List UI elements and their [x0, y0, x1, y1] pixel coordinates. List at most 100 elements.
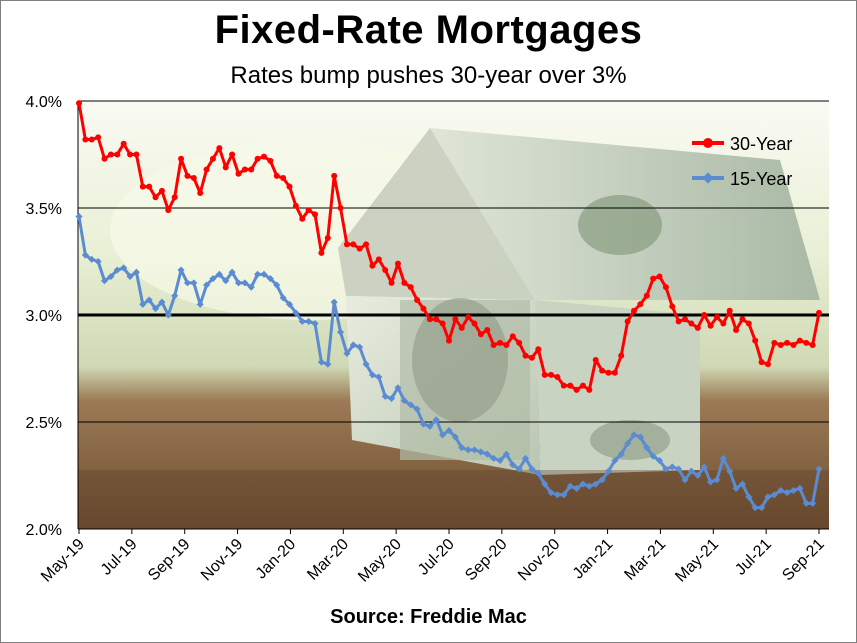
data-point — [675, 465, 683, 473]
data-point — [107, 272, 115, 281]
data-point — [324, 234, 331, 241]
data-point — [784, 339, 791, 346]
data-point — [694, 324, 701, 331]
data-point — [171, 194, 178, 201]
data-point — [388, 394, 396, 402]
data-point — [694, 471, 702, 480]
data-point — [120, 264, 128, 272]
data-point — [171, 292, 179, 300]
data-point — [94, 257, 102, 266]
data-point — [382, 267, 389, 274]
data-point — [133, 151, 140, 158]
x-tick-label: Nov-20 — [515, 536, 564, 585]
data-point — [682, 316, 689, 323]
data-point — [490, 454, 498, 462]
data-point — [350, 241, 357, 248]
data-point — [279, 294, 287, 302]
x-tick-label: Sep-20 — [462, 536, 511, 585]
data-point — [203, 166, 210, 173]
data-point — [528, 354, 535, 361]
data-point — [88, 255, 96, 263]
data-point — [222, 164, 229, 171]
chart-source: Source: Freddie Mac — [330, 606, 527, 628]
data-point — [95, 134, 102, 141]
data-point — [247, 283, 255, 291]
data-point — [318, 249, 325, 256]
data-point — [771, 339, 778, 346]
data-point — [343, 349, 351, 358]
data-point — [553, 491, 561, 499]
data-point — [203, 281, 211, 289]
data-point — [618, 352, 625, 359]
data-point — [573, 386, 580, 393]
data-point — [720, 320, 727, 327]
data-point — [305, 207, 312, 214]
chart-title: Fixed-Rate Mortgages — [214, 8, 643, 52]
data-point — [713, 314, 720, 321]
data-point — [439, 431, 447, 439]
data-point — [209, 155, 216, 162]
data-point — [681, 476, 689, 484]
data-point — [363, 241, 370, 248]
data-point — [656, 273, 663, 280]
data-point — [764, 493, 772, 501]
data-point — [356, 343, 364, 351]
data-point — [235, 170, 242, 177]
data-point — [745, 320, 752, 327]
data-point — [471, 320, 478, 327]
data-point — [777, 341, 784, 348]
data-point — [420, 305, 427, 312]
x-tick-label: Jan-20 — [253, 536, 300, 583]
data-point — [375, 256, 382, 263]
x-tick-label: Sep-19 — [145, 536, 194, 585]
x-tick-label: Nov-19 — [198, 536, 247, 585]
data-point — [241, 166, 248, 173]
data-point — [407, 284, 414, 291]
data-point — [107, 151, 114, 158]
data-point — [164, 311, 172, 319]
legend-30-year-label: 30-Year — [730, 134, 792, 154]
data-point — [662, 465, 670, 473]
data-point — [687, 467, 695, 475]
data-point — [738, 480, 746, 488]
data-point — [655, 456, 664, 465]
data-point — [292, 202, 299, 209]
data-point — [516, 339, 523, 346]
data-point — [560, 491, 568, 499]
data-point — [496, 456, 504, 465]
x-tick-label: Mar-21 — [621, 536, 669, 584]
data-point — [82, 136, 89, 143]
data-point — [190, 279, 198, 287]
data-point — [394, 384, 402, 392]
data-point — [305, 317, 313, 325]
data-point — [739, 316, 746, 323]
data-point — [445, 427, 453, 435]
data-point — [477, 448, 485, 456]
data-point — [611, 456, 619, 465]
y-tick-label: 3.0% — [26, 308, 62, 325]
data-point — [643, 444, 651, 452]
series-15-year — [75, 213, 823, 512]
legend-15-year-label: 15-Year — [730, 169, 792, 189]
data-point — [604, 467, 613, 475]
data-point — [809, 341, 816, 348]
y-axis: 2.0% 2.5% 3.0% 3.5% 4.0% — [26, 94, 829, 539]
data-point — [509, 461, 517, 469]
data-point — [637, 301, 644, 308]
data-point — [643, 292, 650, 299]
data-point — [573, 484, 581, 492]
data-point — [688, 320, 695, 327]
data-point — [567, 382, 574, 389]
data-point — [522, 454, 530, 462]
data-point — [789, 486, 798, 495]
x-tick-label: May-20 — [355, 536, 405, 586]
data-point — [770, 491, 778, 499]
data-point — [158, 298, 166, 306]
data-point — [560, 382, 567, 389]
data-point — [127, 151, 134, 158]
data-point — [809, 499, 817, 507]
data-point — [114, 151, 121, 158]
data-point — [566, 482, 574, 490]
data-point — [158, 187, 165, 194]
data-point — [197, 190, 204, 197]
